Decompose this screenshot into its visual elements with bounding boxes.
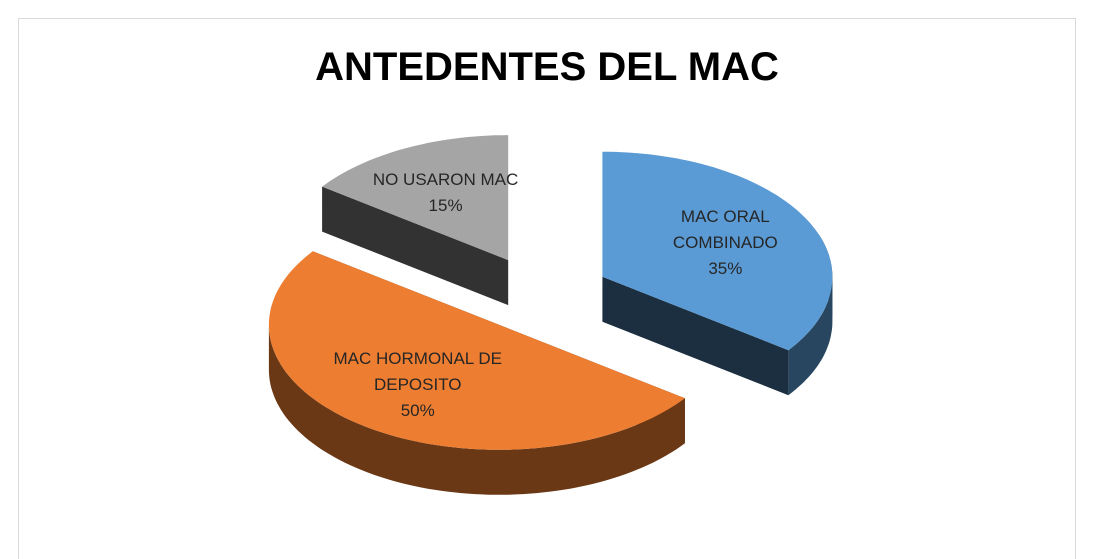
slice-outer-side [788,276,833,396]
slice-outer-side [268,324,685,495]
data-label-value: 35% [708,258,743,278]
slice-radial-side [322,186,509,306]
data-label-category: MAC ORAL COMBINADO [672,206,778,252]
data-label-value: 50% [400,401,435,421]
slice-tops [268,135,833,450]
data-label-category: MAC HORMONAL DE DEPOSITO [333,349,502,395]
data-label: MAC ORAL COMBINADO 35% [630,204,820,282]
pie-slice [602,151,833,351]
data-label: MAC HORMONAL DE DEPOSITO 50% [323,346,513,424]
data-label-category: NO USARON MAC [372,170,519,190]
chart-title: ANTEDENTES DEL MAC [315,45,779,89]
data-label: NO USARON MAC 15% [351,167,541,219]
data-label-value: 15% [428,196,463,216]
pie-slice [268,251,685,450]
pie-slice [322,135,509,261]
chart-border [18,18,1076,559]
slice-radial-side [602,276,789,396]
